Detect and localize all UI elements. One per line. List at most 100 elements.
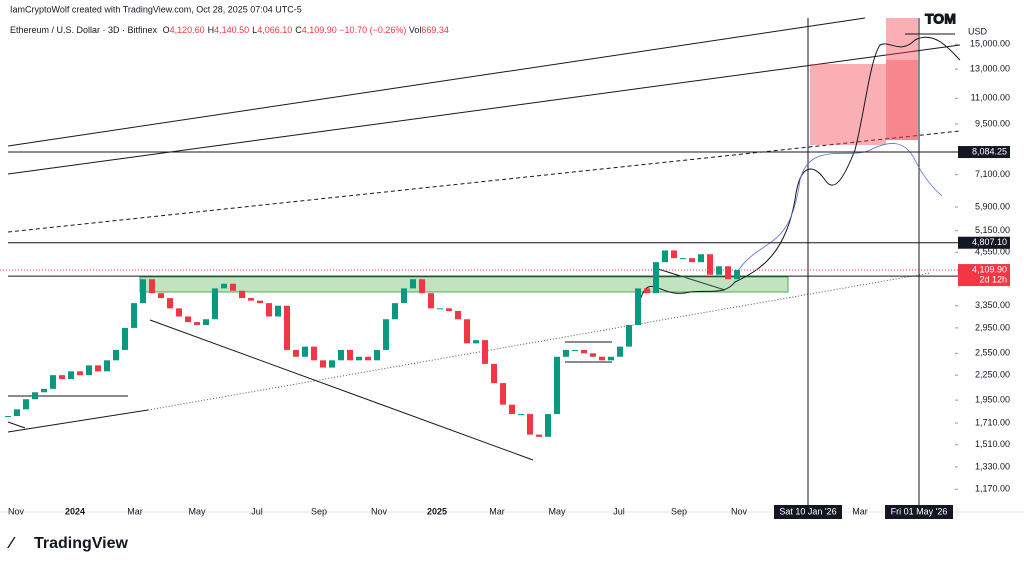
candle [248,298,254,301]
candle [347,349,353,361]
y-tick-label: 9,500.00 [975,118,1010,128]
ohlc: O4,120.60 H4,140.50 L4,066.10 C4,109.90 [160,25,337,35]
candle [167,298,173,309]
logo: ⁄ [7,535,16,552]
candle [383,319,389,350]
candle [275,305,281,317]
candle [23,399,29,410]
last-price-label: 4,109.90 [972,264,1007,274]
y-tick-label: 2,950.00 [975,322,1010,332]
candle [626,324,632,347]
ohlc-value: 4,120.60 [169,25,205,35]
x-tick-label: Mar [489,506,505,516]
candle [716,266,722,275]
countdown: 2d 12h [979,274,1007,284]
candle [113,349,119,361]
candle [446,308,452,312]
drawings: TOM [7,10,961,512]
candle [158,293,164,299]
candle [671,250,677,259]
symbol: Ethereum / U.S. Dollar · 3D · Bitfinex [10,25,158,35]
candle [689,258,695,263]
candle [410,279,416,289]
candle [104,360,110,372]
y-tick-label: 15,000.00 [970,39,1010,49]
candle [77,371,83,376]
candle [707,254,713,275]
candle [635,288,641,325]
candle [509,404,515,415]
x-tick-label: 2024 [65,506,85,516]
currency: USD [968,26,988,36]
x-marker-box [885,505,953,519]
candle [86,365,92,376]
candle [437,308,443,310]
candle [518,414,524,416]
y-tick-label: 5,900.00 [975,201,1010,211]
candle [59,375,65,380]
ohlc-label: L [252,25,258,35]
y-tick-label: 2,550.00 [975,348,1010,358]
ohlc-value: 4,109.90 [301,25,337,35]
x-marker-box [774,505,842,519]
author-line: IamCryptoWolf created with TradingView.c… [10,4,302,14]
legend-line: Ethereum / U.S. Dollar · 3D · Bitfinex O… [10,25,449,35]
y-tick-label: 7,100.00 [975,169,1010,179]
candle [329,360,335,368]
candle [491,363,497,384]
candle [500,383,506,405]
ohlc-value: 4,140.50 [214,25,250,35]
candle [239,290,245,299]
volume: 669.34 [421,25,449,35]
candle [455,311,461,320]
x-tick-label: Jul [251,506,263,516]
candle [266,303,272,317]
candle [680,258,686,260]
candle [653,262,659,294]
y-tick-label: 5,150.00 [975,225,1010,235]
ohlc-label: C [295,25,302,35]
x-tick-label: Jul [613,506,625,516]
y-tick-label: 4,550.00 [975,247,1010,257]
candle [122,327,128,350]
candle [212,288,218,320]
candle [536,434,542,437]
candle [608,356,614,361]
candle [221,283,227,289]
x-tick-label: Nov [8,506,25,516]
candle [68,371,74,380]
last-price-box [958,264,1010,287]
candle [149,279,155,294]
x-tick-label: Nov [371,506,388,516]
candle [176,308,182,317]
price-label: 8,084.25 [972,146,1007,156]
candle [338,349,344,361]
candle [563,349,569,357]
price-label: 4,807.10 [972,237,1007,247]
y-tick-label: 1,330.00 [975,461,1010,471]
candle [365,356,371,361]
ohlc-label: O [162,25,170,35]
y-tick-label: 1,710.00 [975,417,1010,427]
candle [311,346,317,361]
x-tick-label: Mar [127,506,143,516]
candle [230,283,236,291]
candle [482,340,488,364]
candle [599,356,605,361]
volume-label: Vol [408,25,422,35]
candle [734,270,740,280]
candle [293,349,299,357]
candle [194,322,200,325]
candle [320,360,326,368]
ohlc-value: 4,066.10 [257,25,293,35]
candle [428,293,434,309]
x-tick-label: Nov [731,506,748,516]
annotation: TOM [925,11,956,27]
price-label-box [958,236,1010,249]
x-tick-label: May [188,506,206,516]
candle [41,388,47,393]
candle [590,353,596,357]
x-tick-label: Sep [671,506,687,516]
